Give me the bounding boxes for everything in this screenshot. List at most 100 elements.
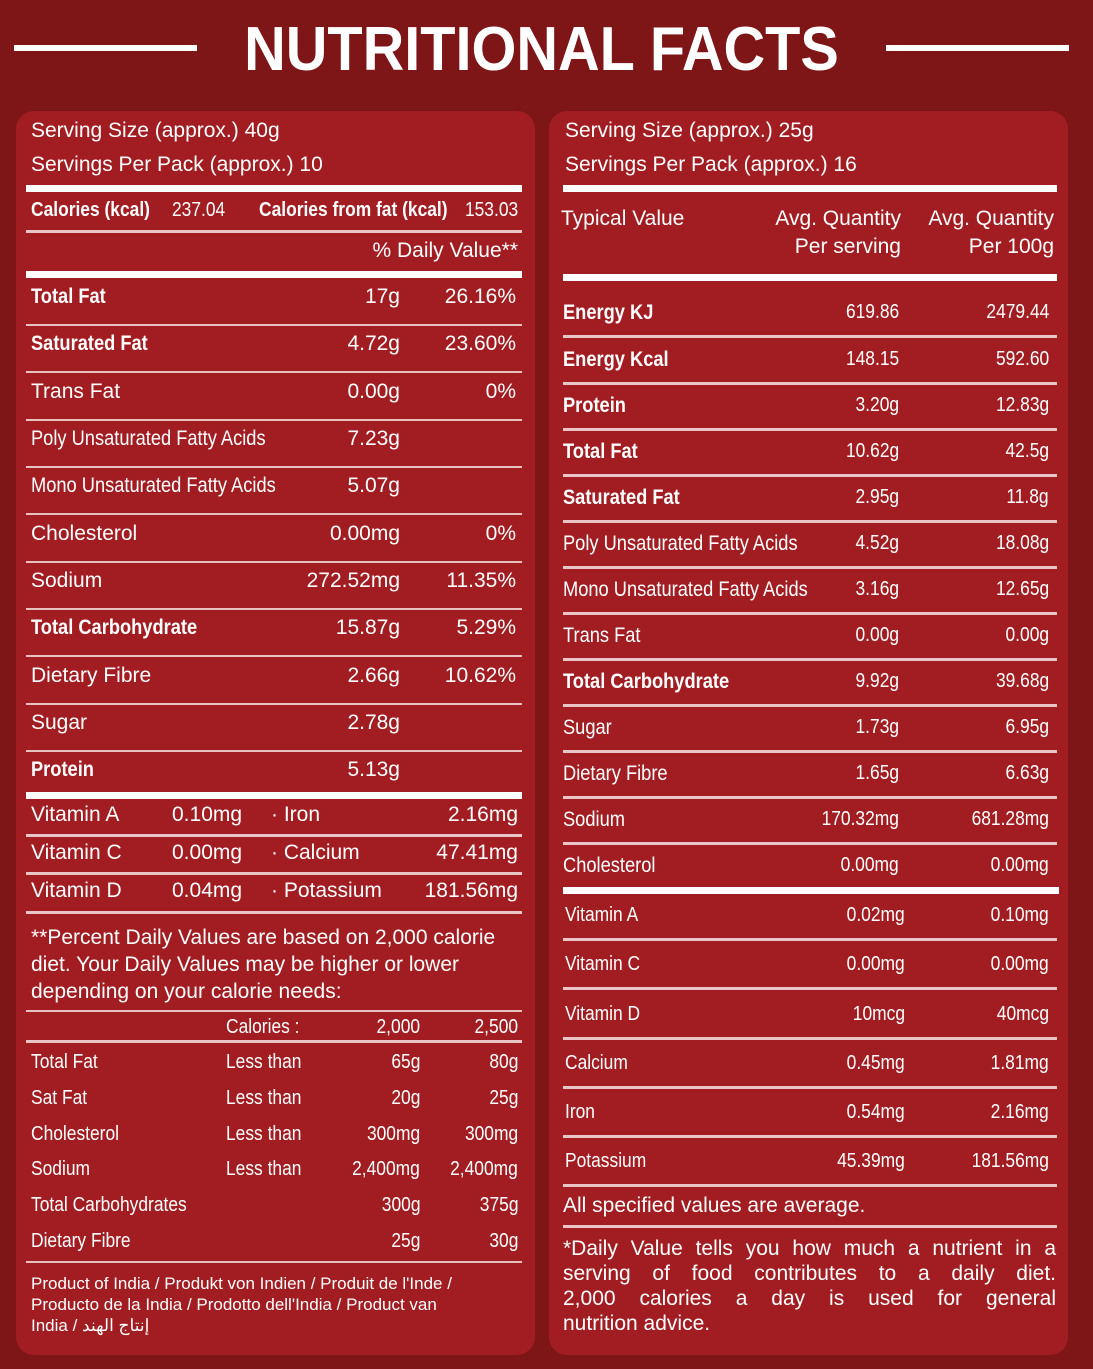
per-serving-value-text: 170.32mg xyxy=(821,808,899,830)
nutrient-name: Total Fat xyxy=(31,285,117,309)
dv-row-2500-text: 80g xyxy=(488,1051,518,1073)
rule xyxy=(563,612,1057,615)
calories-fat-value: 153.03 xyxy=(457,199,518,222)
dv-header-label: Calories : xyxy=(226,1016,310,1039)
dv-row-name: Sat Fat xyxy=(31,1087,95,1110)
dv-row-2000-text: 25g xyxy=(390,1230,420,1252)
dv-row-qualifier: Less than xyxy=(226,1087,313,1110)
vitamin-mineral-name-text: Potassium xyxy=(565,1150,647,1172)
per-serving-value-text: 619.86 xyxy=(845,301,899,323)
daily-value-note-line: 2,000 calories a day is used for general xyxy=(563,1287,1056,1310)
per-serving-value-text: 4.52g xyxy=(855,532,899,554)
per-100g-value-text: 2.16mg xyxy=(990,1101,1049,1123)
dv-row-name-text: Sat Fat xyxy=(31,1087,88,1109)
nutrient-name-text: Mono Unsaturated Fatty Acids xyxy=(563,578,808,601)
nutrient-name: Dietary Fibre xyxy=(31,664,152,687)
dv-row-name: Total Fat xyxy=(31,1051,108,1074)
dv-row-2000: 20g xyxy=(387,1087,420,1110)
per-100g-value: 12.65g xyxy=(988,578,1049,601)
column-typical-value: Typical Value xyxy=(561,207,685,230)
per-serving-value: 3.16g xyxy=(849,578,899,601)
rule xyxy=(26,750,522,752)
nutrient-name-text: Total Fat xyxy=(563,440,638,463)
nutrient-amount: 5.13g xyxy=(347,758,400,781)
rule xyxy=(26,230,522,233)
dv-row-name-text: Cholesterol xyxy=(31,1123,120,1145)
dv-row-2500: 25g xyxy=(485,1087,518,1110)
rule xyxy=(26,466,522,468)
nutrient-name: Energy Kcal xyxy=(563,348,684,372)
per-serving-value: 2.95g xyxy=(849,486,899,509)
rule xyxy=(26,834,522,837)
per-serving-value-text: 0.00g xyxy=(855,624,899,646)
servings-per-pack: Servings Per Pack (approx.) 10 xyxy=(31,153,323,176)
dv-row-qualifier-text: Less than xyxy=(226,1051,302,1073)
per-100g-value-text: 6.63g xyxy=(1005,762,1049,784)
dv-row-name: Dietary Fibre xyxy=(31,1230,145,1253)
dv-row-2500-text: 2,400mg xyxy=(450,1158,518,1180)
per-100g-value-text: 681.28mg xyxy=(971,808,1049,830)
rule xyxy=(26,271,522,278)
nutrient-name: Poly Unsaturated Fatty Acids xyxy=(31,427,301,451)
dv-header-2500: 2,500 xyxy=(468,1016,518,1039)
rule xyxy=(26,872,522,875)
origin-line: Product of India / Produkt von Indien / … xyxy=(31,1274,452,1293)
rule xyxy=(26,561,522,563)
nutrient-name: Protein xyxy=(31,758,103,782)
dv-row-2500: 30g xyxy=(485,1230,518,1253)
page-title: NUTRITIONAL FACTS xyxy=(244,15,839,84)
nutrient-name: Total Carbohydrate xyxy=(31,616,222,640)
per-serving-value: 9.92g xyxy=(849,670,899,693)
mineral-name: · Potassium xyxy=(271,879,382,902)
nutrient-name-text: Cholesterol xyxy=(563,854,656,877)
nutrient-name-text: Total Fat xyxy=(31,285,106,308)
rule xyxy=(563,658,1057,661)
rule xyxy=(26,1010,522,1012)
nutrient-name: Saturated Fat xyxy=(563,486,697,510)
serving-size: Serving Size (approx.) 40g xyxy=(31,119,280,142)
nutrient-name: Sodium xyxy=(563,808,634,832)
calories-fat-label: Calories from fat (kcal) xyxy=(259,199,476,222)
dv-row-qualifier-text: Less than xyxy=(226,1123,302,1145)
daily-value: 0% xyxy=(485,380,516,403)
per-serving-value-text: 0.00mg xyxy=(840,854,899,876)
rule xyxy=(563,1135,1057,1138)
dv-row-2500-text: 375g xyxy=(479,1194,518,1216)
nutrient-name: Poly Unsaturated Fatty Acids xyxy=(563,532,833,556)
footnote-line: depending on your calorie needs: xyxy=(31,980,342,1003)
per-100g-value: 1.81mg xyxy=(982,1052,1049,1075)
rule xyxy=(563,887,1059,894)
nutrient-name: Sugar xyxy=(31,711,88,734)
per-serving-value-text: 45.39mg xyxy=(837,1150,905,1172)
daily-value: 26.16% xyxy=(444,285,516,308)
left-nutrition-panel: Serving Size (approx.) 40g Servings Per P… xyxy=(16,111,535,1355)
calories-value-text: 237.04 xyxy=(172,199,226,221)
dv-row-name-text: Total Fat xyxy=(31,1051,98,1073)
nutrient-name-text: Energy KJ xyxy=(563,301,654,324)
daily-value-note: *Daily Value tells you how much a nutrie… xyxy=(563,1236,1056,1336)
dv-row-name-text: Total Carbohydrates xyxy=(31,1194,187,1216)
daily-value-note-line: nutrition advice. xyxy=(563,1312,711,1335)
right-nutrition-panel: Serving Size (approx.) 25g Servings Per P… xyxy=(549,111,1068,1355)
rule xyxy=(563,428,1057,431)
calories-fat-value-text: 153.03 xyxy=(464,199,518,221)
vitamin-mineral-name: Calcium xyxy=(565,1052,637,1075)
mineral-name: · Iron xyxy=(271,803,321,826)
per-serving-value-text: 3.16g xyxy=(855,578,899,600)
column-serving-line1: Avg. Quantity xyxy=(775,207,901,230)
rule xyxy=(26,608,522,610)
per-serving-value: 10.62g xyxy=(838,440,899,463)
rule xyxy=(26,185,522,192)
rule xyxy=(563,474,1057,477)
vitamin-name: Vitamin C xyxy=(31,841,122,864)
per-100g-value-text: 12.83g xyxy=(995,394,1049,416)
header-rule-right xyxy=(886,45,1069,51)
nutrient-amount: 0.00mg xyxy=(329,522,400,545)
vitamin-mineral-name-text: Iron xyxy=(565,1101,595,1123)
rule xyxy=(563,938,1057,941)
dv-row-2500-text: 30g xyxy=(488,1230,518,1252)
per-serving-value: 0.45mg xyxy=(838,1052,905,1075)
average-note: All specified values are average. xyxy=(563,1194,866,1217)
dv-row-qualifier: Less than xyxy=(226,1158,313,1181)
nutrient-name-text: Total Carbohydrate xyxy=(31,616,198,639)
